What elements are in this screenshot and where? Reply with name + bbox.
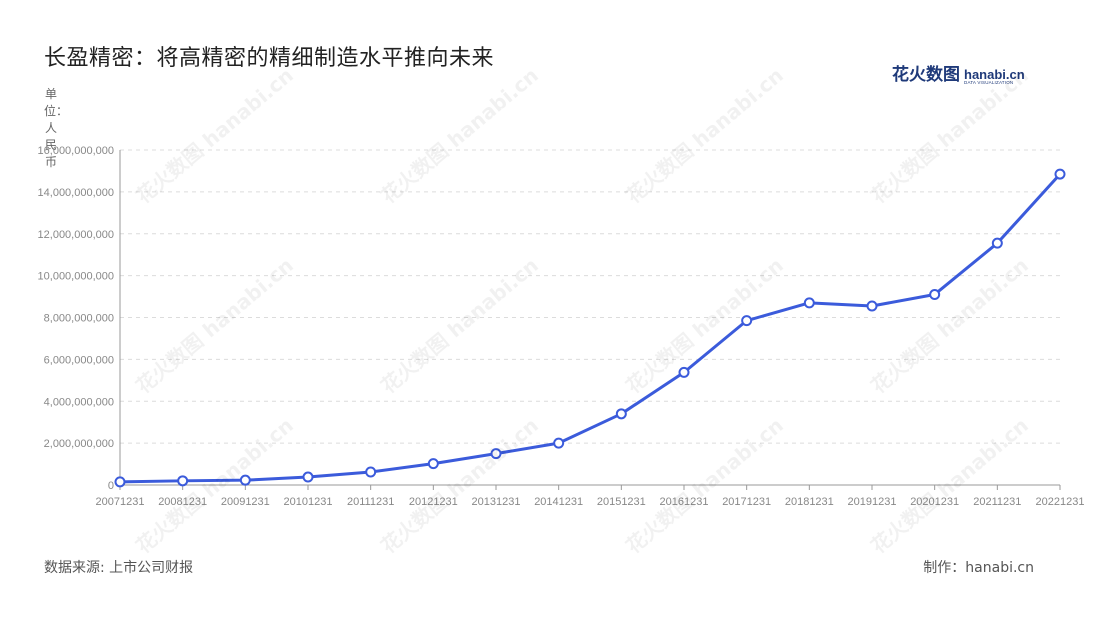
x-tick-label-9: 20161231 xyxy=(660,496,709,508)
logo-en-block: hanabi.cn DATA VISUALIZATION xyxy=(964,68,1025,86)
data-point-9 xyxy=(678,366,690,378)
data-point-8 xyxy=(615,408,627,420)
y-tick-label-6: 12,000,000,000 xyxy=(38,229,114,241)
x-tick-label-7: 20141231 xyxy=(534,496,583,508)
x-tick-labels: 20071231 20081231 20091231 20101231 20111231… xyxy=(96,496,1085,508)
data-point-15 xyxy=(1054,168,1066,180)
credit: 制作：hanabi.cn xyxy=(923,560,1034,576)
logo-sub-text: DATA VISUALIZATION xyxy=(964,79,1014,85)
x-tick-label-6: 20131231 xyxy=(472,496,521,508)
x-tick-label-5: 20121231 xyxy=(409,496,458,508)
data-point-1 xyxy=(177,475,189,487)
data-point-4 xyxy=(365,466,377,478)
x-tick-label-14: 20211231 xyxy=(973,496,1021,508)
y-tick-label-2: 4,000,000,000 xyxy=(44,396,114,408)
x-tick-label-13: 20201231 xyxy=(910,496,959,508)
x-tick-label-8: 20151231 xyxy=(597,496,646,508)
data-point-5 xyxy=(427,458,439,470)
y-tick-label-3: 6,000,000,000 xyxy=(44,354,114,366)
data-point-7 xyxy=(553,437,565,449)
series-line-0 xyxy=(119,173,1062,484)
data-point-14 xyxy=(991,237,1003,249)
y-tick-label-1: 2,000,000,000 xyxy=(44,438,114,450)
data-point-13 xyxy=(929,288,941,300)
x-tick-label-1: 20081231 xyxy=(158,496,207,508)
data-source: 数据来源: 上市公司财报 xyxy=(44,560,194,576)
axes xyxy=(119,150,1061,490)
chart-title: 长盈精密：将高精密的精细制造水平推向未来 xyxy=(44,46,495,71)
logo-cn-text: 花火数图 xyxy=(892,65,960,85)
series-group xyxy=(114,168,1066,488)
y-tick-labels: 0 2,000,000,000 4,000,000,000 6,000,000,000… xyxy=(38,145,114,492)
logo-en-text: hanabi.cn xyxy=(964,66,1025,82)
x-tick-label-0: 20071231 xyxy=(96,496,145,508)
data-point-10 xyxy=(741,315,753,327)
x-tick-label-4: 20111231 xyxy=(347,496,394,508)
data-point-3 xyxy=(302,471,314,483)
x-tick-label-12: 20191231 xyxy=(848,496,897,508)
y-tick-label-7: 14,000,000,000 xyxy=(38,187,114,199)
hanabi-logo: 花火数图 hanabi.cn DATA VISUALIZATION xyxy=(892,60,1025,85)
data-point-11 xyxy=(803,297,815,309)
data-point-2 xyxy=(239,474,251,486)
x-tick-label-2: 20091231 xyxy=(221,496,270,508)
y-tick-label-0: 0 xyxy=(108,480,114,492)
x-tick-label-15: 20221231 xyxy=(1036,496,1085,508)
data-point-0 xyxy=(114,476,126,488)
x-tick-label-11: 20181231 xyxy=(785,496,834,508)
data-point-12 xyxy=(866,300,878,312)
x-tick-label-10: 20171231 xyxy=(722,496,771,508)
data-point-6 xyxy=(490,448,502,460)
x-tick-label-3: 20101231 xyxy=(284,496,333,508)
y-tick-label-5: 10,000,000,000 xyxy=(38,271,114,283)
y-tick-label-8: 16,000,000,000 xyxy=(38,145,114,157)
y-tick-label-4: 8,000,000,000 xyxy=(44,313,114,325)
